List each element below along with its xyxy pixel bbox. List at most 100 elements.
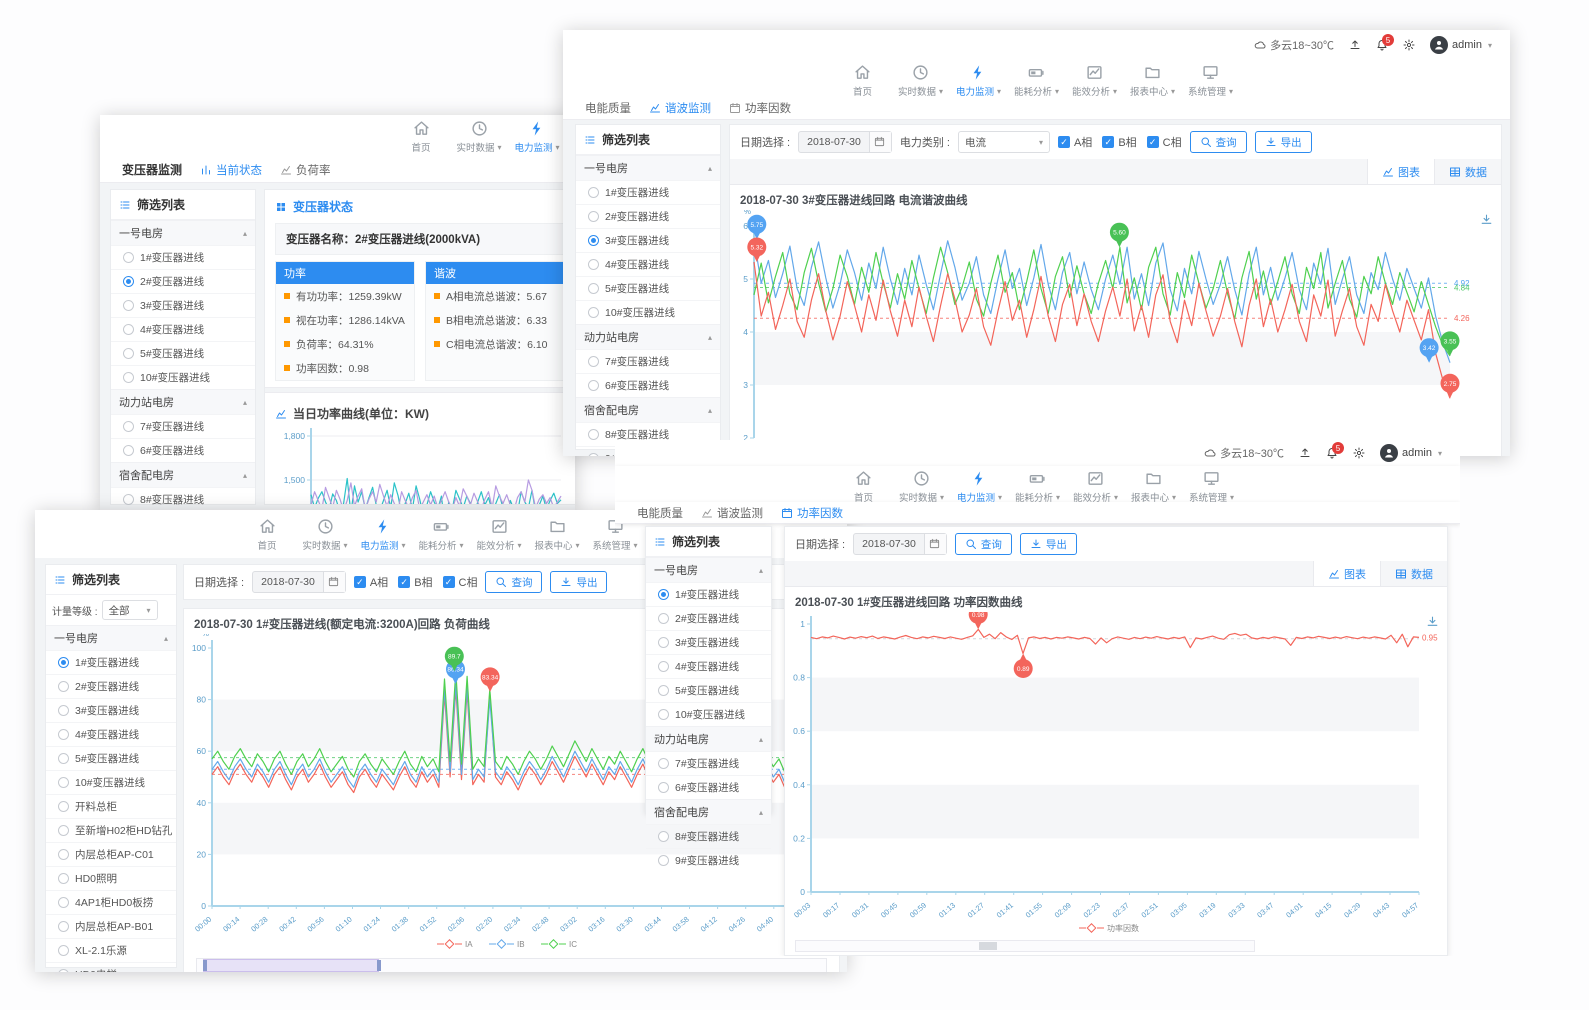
nav-item-folder[interactable]: 报表中心 ▾ — [531, 515, 583, 552]
radio-button[interactable] — [658, 637, 669, 648]
radio-button[interactable] — [658, 613, 669, 624]
sidebar-item[interactable]: 7#变压器进线 — [111, 414, 255, 438]
nav-item-folder[interactable]: 报表中心 ▾ — [1127, 61, 1179, 98]
radio-button[interactable] — [123, 300, 134, 311]
radio-button[interactable] — [658, 709, 669, 720]
nav-item-home[interactable]: 首页 — [395, 117, 447, 154]
sidebar-item[interactable]: 10#变压器进线 — [111, 365, 255, 389]
sidebar-group-header[interactable]: 一号电房 ▴ — [111, 220, 255, 245]
nav-item-folder[interactable]: 报表中心 ▾ — [1128, 467, 1180, 504]
sidebar-item[interactable]: 8#变压器进线 — [111, 487, 255, 511]
sidebar-item[interactable]: 10#变压器进线 — [46, 770, 176, 794]
sidebar-item[interactable]: 4#变压器进线 — [646, 654, 771, 678]
sidebar-item[interactable]: XL-2.1乐源 — [46, 938, 176, 962]
sidebar-item[interactable]: 3#变压器进线 — [111, 293, 255, 317]
radio-button[interactable] — [123, 276, 134, 287]
settings-gear-icon[interactable] — [1403, 39, 1415, 51]
calendar-icon[interactable] — [868, 132, 891, 152]
nav-item-bolt[interactable]: 电力监测 ▾ — [953, 61, 1005, 98]
nav-item-bolt[interactable]: 电力监测 ▾ — [511, 117, 563, 154]
nav-item-clock[interactable]: 实时数据 ▾ — [453, 117, 505, 154]
radio-button[interactable] — [658, 589, 669, 600]
sidebar-item[interactable]: 7#变压器进线 — [646, 751, 771, 775]
radio-button[interactable] — [123, 348, 134, 359]
tab-power-quality[interactable]: 电能质量 — [637, 507, 683, 520]
nav-item-clock[interactable]: 实时数据 ▾ — [896, 467, 948, 504]
radio-button[interactable] — [58, 921, 69, 932]
sidebar-item[interactable]: 9#变压器进线 — [646, 848, 771, 872]
nav-item-trend[interactable]: 能效分析 ▾ — [1070, 467, 1122, 504]
sidebar-group-header[interactable]: 宿舍配电房 ▴ — [646, 799, 771, 824]
sidebar-group-header[interactable]: 动力站电房 ▴ — [576, 324, 720, 349]
nav-item-battery[interactable]: 能耗分析▾ — [1011, 61, 1063, 98]
export-button[interactable]: 导出 — [550, 571, 608, 593]
user-menu[interactable]: admin ▾ — [1380, 444, 1442, 462]
radio-button[interactable] — [123, 372, 134, 383]
export-button[interactable]: 导出 — [1019, 533, 1077, 555]
radio-button[interactable] — [658, 831, 669, 842]
upload-icon[interactable] — [1349, 39, 1361, 51]
sidebar-item[interactable]: 内层总柜AP-C01 — [46, 842, 176, 866]
brush-handle[interactable] — [979, 942, 998, 950]
sidebar-item[interactable]: 4#变压器进线 — [46, 722, 176, 746]
sidebar-group-header[interactable]: 一号电房 ▴ — [576, 155, 720, 180]
sidebar-item[interactable]: 8#变压器进线 — [646, 824, 771, 848]
radio-button[interactable] — [588, 429, 599, 440]
query-button[interactable]: 查询 — [954, 533, 1012, 555]
sidebar-group-header[interactable]: 动力站电房 ▴ — [111, 389, 255, 414]
nav-item-trend[interactable]: 能效分析 ▾ — [1069, 61, 1121, 98]
query-button[interactable]: 查询 — [1189, 131, 1247, 153]
sidebar-item[interactable]: 8#变压器进线 — [576, 422, 720, 446]
brush-handle-left[interactable] — [203, 960, 208, 971]
phase-checkbox[interactable]: ✓ B相 — [1102, 134, 1137, 150]
sidebar-item[interactable]: 2#变压器进线 — [111, 269, 255, 293]
upload-icon[interactable] — [1299, 447, 1311, 459]
radio-button[interactable] — [588, 283, 599, 294]
query-button[interactable]: 查询 — [485, 571, 543, 593]
metering-level-select[interactable]: 全部 ▾ — [101, 600, 158, 620]
tab-power-factor[interactable]: 功率因数 — [729, 100, 791, 116]
sidebar-item[interactable]: 10#变压器进线 — [646, 702, 771, 726]
export-button[interactable]: 导出 — [1254, 131, 1312, 153]
sidebar-item[interactable]: 5#变压器进线 — [46, 746, 176, 770]
radio-button[interactable] — [658, 661, 669, 672]
nav-item-home[interactable]: 首页 — [838, 467, 890, 504]
sidebar-item[interactable]: 2#变压器进线 — [646, 606, 771, 630]
radio-button[interactable] — [58, 657, 69, 668]
radio-button[interactable] — [588, 307, 599, 318]
tab-chart-view[interactable]: 图表 — [1313, 561, 1381, 586]
tab-harmonic-monitor[interactable]: 谐波监测 — [701, 505, 763, 521]
radio-button[interactable] — [588, 259, 599, 270]
nav-item-monitor[interactable]: 系统管理 ▾ — [1185, 61, 1237, 98]
radio-button[interactable] — [58, 777, 69, 788]
power-category-select[interactable]: 电流 ▾ — [957, 131, 1050, 153]
date-input[interactable]: 2018-07-30 — [252, 571, 346, 593]
nav-item-battery[interactable]: 能耗分析▾ — [415, 515, 467, 552]
sidebar-item[interactable]: 至新增H02柜HD钻孔 — [46, 818, 176, 842]
sidebar-item[interactable]: HD0照明 — [46, 866, 176, 890]
sidebar-item[interactable]: 6#变压器进线 — [111, 438, 255, 462]
chart-download-icon[interactable] — [1426, 615, 1439, 628]
user-menu[interactable]: admin ▾ — [1430, 36, 1492, 54]
sidebar-item[interactable]: 5#变压器进线 — [111, 341, 255, 365]
tab-chart-view[interactable]: 图表 — [1367, 159, 1435, 184]
nav-item-trend[interactable]: 能效分析 ▾ — [473, 515, 525, 552]
radio-button[interactable] — [58, 897, 69, 908]
tab-load-rate[interactable]: 负荷率 — [280, 162, 331, 178]
brush-handle-right[interactable] — [376, 960, 381, 971]
radio-button[interactable] — [58, 969, 69, 972]
sidebar-item[interactable]: 1#变压器进线 — [576, 180, 720, 204]
radio-button[interactable] — [58, 705, 69, 716]
sidebar-item[interactable]: 3#变压器进线 — [646, 630, 771, 654]
tab-current-status[interactable]: 当前状态 — [200, 162, 262, 178]
sidebar-item[interactable]: 内层总柜AP-B01 — [46, 914, 176, 938]
sidebar-item[interactable]: 4AP1柜HD0板捞 — [46, 890, 176, 914]
notification-bell[interactable]: 5 — [1376, 34, 1395, 51]
sidebar-item[interactable]: 开料总柜 — [46, 794, 176, 818]
tab-data-view[interactable]: 数据 — [1381, 561, 1447, 586]
nav-item-monitor[interactable]: 系统管理 ▾ — [1186, 467, 1238, 504]
radio-button[interactable] — [658, 685, 669, 696]
sidebar-group-header[interactable]: 宿舍配电房 ▴ — [111, 462, 255, 487]
nav-item-battery[interactable]: 能耗分析▾ — [1012, 467, 1064, 504]
nav-item-clock[interactable]: 实时数据 ▾ — [299, 515, 351, 552]
